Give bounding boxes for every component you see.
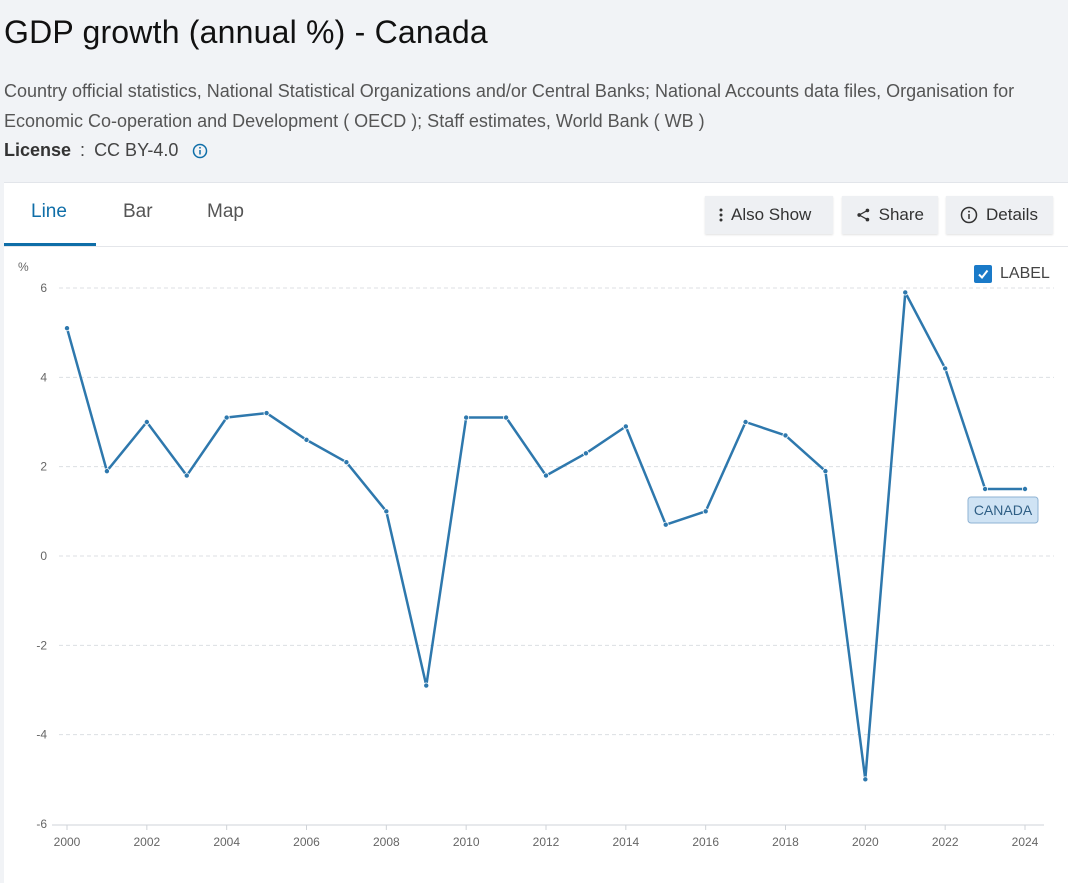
data-point — [383, 508, 390, 515]
y-tick-label: 2 — [40, 460, 47, 474]
info-icon[interactable] — [192, 143, 208, 159]
x-tick-label: 2022 — [932, 835, 959, 849]
share-label: Share — [878, 205, 924, 224]
y-tick-label: 0 — [40, 549, 47, 563]
label-checkbox[interactable] — [974, 265, 992, 283]
checkmark-icon — [978, 269, 989, 280]
x-tick-label: 2006 — [293, 835, 320, 849]
data-point — [902, 289, 909, 296]
details-label: Details — [986, 205, 1038, 224]
x-tick-label: 2004 — [213, 835, 240, 849]
data-point — [1022, 485, 1029, 492]
y-tick-label: 4 — [40, 370, 47, 384]
data-point — [622, 423, 629, 430]
license-separator: : — [75, 140, 91, 160]
data-point — [303, 436, 310, 443]
info-circle-icon — [960, 206, 978, 224]
data-point — [263, 410, 270, 417]
y-axis-ticks: 6 4 2 0 -2 -4 -6 — [36, 281, 47, 831]
data-point — [543, 472, 550, 479]
data-point — [503, 414, 510, 421]
data-point — [103, 468, 110, 475]
series-label-box[interactable]: CANADA — [967, 496, 1039, 524]
license-label: License — [4, 140, 72, 160]
data-point — [223, 414, 230, 421]
x-tick-label: 2016 — [692, 835, 719, 849]
share-button[interactable]: Share — [842, 196, 938, 234]
data-point — [662, 521, 669, 528]
x-tick-label: 2018 — [772, 835, 799, 849]
x-tick-label: 2020 — [852, 835, 879, 849]
data-point — [742, 418, 749, 425]
also-show-button[interactable]: Also Show — [705, 196, 833, 234]
label-toggle[interactable]: LABEL — [974, 265, 1050, 283]
page-title: GDP growth (annual %) - Canada — [4, 14, 488, 50]
more-vertical-icon — [719, 208, 723, 222]
label-toggle-text: LABEL — [1000, 265, 1050, 282]
tab-bar[interactable]: Bar — [123, 201, 153, 222]
y-axis-unit-label: % — [18, 260, 29, 274]
data-point — [702, 508, 709, 515]
x-tick-label: 2008 — [373, 835, 400, 849]
y-tick-label: -6 — [36, 817, 47, 831]
y-tick-label: -4 — [36, 728, 47, 742]
series-points — [64, 289, 1029, 783]
series-line-canada — [65, 291, 1025, 781]
chart-tabs: Line Bar Map Also Show Share Details — [4, 183, 1068, 247]
x-tick-label: 2012 — [533, 835, 560, 849]
x-tick-label: 2014 — [612, 835, 639, 849]
data-point — [782, 432, 789, 439]
x-tick-label: 2010 — [453, 835, 480, 849]
y-tick-label: -2 — [36, 638, 47, 652]
chart-grid — [59, 287, 1054, 736]
source-text: Country official statistics, National St… — [4, 81, 1015, 131]
series-label-text: CANADA — [974, 502, 1033, 518]
tab-map[interactable]: Map — [207, 201, 244, 222]
data-point — [942, 365, 949, 372]
data-point — [143, 418, 150, 425]
data-point — [862, 776, 869, 783]
details-button[interactable]: Details — [946, 196, 1053, 234]
data-point — [982, 485, 989, 492]
data-point — [423, 682, 430, 689]
also-show-label: Also Show — [731, 205, 812, 224]
license-row: License : CC BY-4.0 — [4, 140, 208, 161]
data-point — [582, 450, 589, 457]
data-point — [343, 459, 350, 466]
data-point — [183, 472, 190, 479]
x-tick-label: 2000 — [54, 835, 81, 849]
line-chart: % 6 4 2 0 -2 -4 -6 2000 2002 2004 2006 2008 2010 201… — [18, 260, 1054, 849]
active-tab-indicator — [4, 243, 96, 246]
data-point — [64, 325, 71, 332]
series-label-bg — [967, 496, 1039, 524]
y-tick-label: 6 — [40, 281, 47, 295]
x-tick-label: 2002 — [133, 835, 160, 849]
x-tick-label: 2024 — [1012, 835, 1039, 849]
chart-panel: Line Bar Map Also Show Share Details — [4, 182, 1068, 883]
license-value: CC BY-4.0 — [94, 140, 179, 160]
data-point — [822, 468, 829, 475]
share-icon — [857, 208, 870, 222]
data-point — [463, 414, 470, 421]
x-axis-ticks: 2000 2002 2004 2006 2008 2010 2012 2014 2016 2018… — [52, 824, 1044, 849]
tab-line[interactable]: Line — [31, 201, 67, 222]
